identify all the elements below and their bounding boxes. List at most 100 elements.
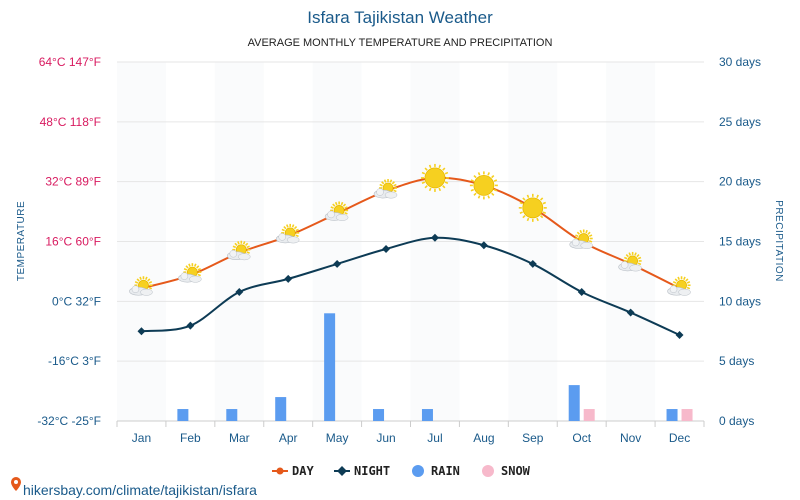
- sun-ray: [585, 229, 588, 234]
- sun-ray: [575, 234, 579, 237]
- month-tick-label: May: [326, 431, 349, 445]
- rain-bar: [568, 385, 580, 421]
- rain-bar: [666, 409, 678, 421]
- sun-ray: [438, 187, 442, 192]
- sun-ray: [393, 189, 397, 193]
- sun-ray: [634, 252, 637, 256]
- sun-ray: [683, 276, 686, 281]
- rain-bar: [373, 409, 385, 421]
- sun-ray: [477, 172, 481, 176]
- sun-ray: [637, 256, 642, 260]
- sun-ray: [242, 241, 246, 245]
- partly-cloudy-icon: [275, 223, 300, 244]
- legend-day-label: DAY: [292, 464, 314, 478]
- sun-ray: [185, 265, 189, 269]
- sun-ray: [197, 273, 201, 277]
- snow-bar: [583, 409, 595, 421]
- sun-ray: [637, 262, 642, 266]
- precipitation-tick-label: 5 days: [719, 354, 754, 368]
- sun-ray: [334, 201, 338, 206]
- sun-ray: [628, 252, 632, 256]
- cloud-shape: [580, 242, 593, 249]
- month-axis: Jan Feb Mar Apr May Jun Jul Aug Sep Oct Nov Dec: [116, 421, 705, 445]
- sun-ray: [470, 188, 475, 192]
- sun-ray: [330, 206, 334, 209]
- sun-ray: [421, 181, 426, 185]
- sun-ray: [536, 217, 539, 222]
- night-point: [333, 259, 342, 268]
- sun-ray: [438, 164, 442, 169]
- sun-ray: [196, 265, 200, 269]
- sun-ray: [381, 181, 385, 185]
- sun-ray: [477, 195, 481, 199]
- cloud-shape: [335, 214, 349, 221]
- sun-ray: [470, 179, 475, 182]
- month-tick-label: Aug: [473, 431, 494, 445]
- temperature-tick-label: 32°C 89°F: [45, 175, 101, 189]
- sun-ray: [579, 229, 583, 234]
- night-point: [626, 308, 635, 317]
- sun-ray: [246, 245, 250, 249]
- sun-ray: [536, 194, 539, 198]
- sun-ray: [526, 217, 530, 222]
- sun-ray: [295, 234, 299, 238]
- legend-snow-marker: [482, 465, 494, 477]
- sun-ray: [237, 241, 240, 245]
- night-point: [577, 288, 586, 296]
- cloud-shape: [678, 288, 691, 296]
- weather-icons: [129, 163, 691, 296]
- sun-ray: [145, 276, 148, 281]
- sun-ray: [442, 185, 446, 189]
- legend-night-label: NIGHT: [354, 464, 390, 478]
- sun-ray: [391, 181, 395, 185]
- month-tick-label: Nov: [620, 431, 641, 445]
- cloud-puff: [669, 285, 678, 293]
- sun-ray: [444, 171, 449, 175]
- month-tick-label: Jul: [427, 431, 442, 445]
- sun-ray: [148, 286, 153, 290]
- rain-bar: [275, 397, 287, 421]
- sun-ray: [232, 245, 237, 249]
- night-point: [235, 288, 244, 296]
- cloud-shape: [286, 236, 300, 244]
- night-point: [479, 241, 488, 250]
- sun-ray: [148, 281, 153, 284]
- sun-ray: [134, 281, 139, 284]
- night-point: [186, 321, 195, 330]
- cloud-puff: [180, 272, 189, 280]
- precipitation-tick-label: 15 days: [719, 235, 761, 249]
- partly-cloudy-icon: [569, 229, 593, 249]
- sun-ray: [344, 206, 348, 209]
- sun-ray: [491, 192, 495, 196]
- cloud-puff: [278, 233, 286, 241]
- partly-cloudy-icon: [226, 240, 251, 261]
- sun-ray: [136, 278, 140, 282]
- legend-day-marker: [276, 467, 284, 475]
- sun-ray: [487, 195, 490, 199]
- month-tick-label: Oct: [572, 431, 591, 445]
- sun-ray: [674, 278, 678, 282]
- sun-ray: [428, 164, 432, 169]
- sun-ray: [526, 194, 530, 198]
- sun-ray: [332, 203, 336, 207]
- sun-ray: [246, 251, 250, 254]
- sun-ray: [291, 224, 295, 228]
- sun-ray: [147, 278, 151, 282]
- night-point: [284, 274, 293, 283]
- sun-ray: [379, 183, 383, 187]
- sun-icon: [420, 163, 449, 192]
- month-tick-label: Mar: [229, 431, 250, 445]
- precipitation-tick-label: 10 days: [719, 294, 761, 308]
- sun-ray: [283, 225, 287, 230]
- cloud-shape: [629, 264, 642, 272]
- precipitation-axis: 30 days 25 days 20 days 15 days 10 days 5 day…: [719, 55, 761, 428]
- sun-ray: [193, 263, 197, 267]
- sun-ray: [636, 254, 640, 258]
- sun-ray: [672, 281, 677, 284]
- snow-bar: [681, 409, 693, 421]
- precipitation-tick-label: 25 days: [719, 115, 761, 129]
- sun-ray: [428, 187, 432, 192]
- sun-ray: [685, 278, 689, 282]
- sun-ray: [522, 215, 526, 219]
- partly-cloudy-icon: [129, 276, 153, 296]
